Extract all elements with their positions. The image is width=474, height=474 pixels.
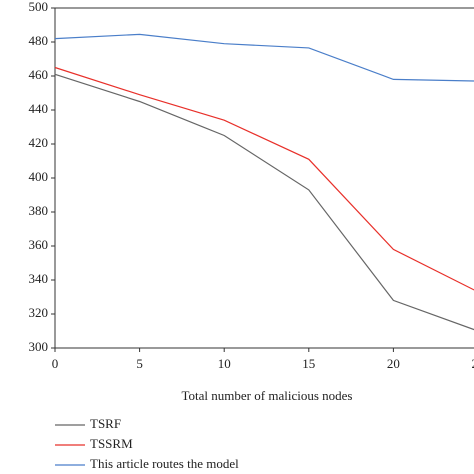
y-tick-label: 320 xyxy=(29,305,49,320)
y-tick-label: 340 xyxy=(29,271,49,286)
x-axis-label: Total number of malicious nodes xyxy=(182,388,353,403)
plot-frame xyxy=(54,7,474,349)
x-tick-label: 20 xyxy=(387,356,400,371)
y-tick-label: 420 xyxy=(29,135,49,150)
x-tick-label: 5 xyxy=(136,356,143,371)
legend-label: This article routes the model xyxy=(90,456,239,471)
y-tick-label: 360 xyxy=(29,237,49,252)
y-tick-label: 500 xyxy=(29,0,49,14)
legend-label: TSRF xyxy=(90,416,121,431)
y-tick-label: 300 xyxy=(29,339,49,354)
y-tick-label: 480 xyxy=(29,33,49,48)
series-line xyxy=(54,66,474,291)
legend-label: TSSRM xyxy=(90,436,133,451)
series-line xyxy=(54,73,474,331)
y-tick-label: 440 xyxy=(29,101,49,116)
y-tick-label: 460 xyxy=(29,67,49,82)
y-tick-label: 400 xyxy=(29,169,49,184)
series-line xyxy=(54,33,474,82)
y-tick-label: 380 xyxy=(29,203,49,218)
x-tick-label: 10 xyxy=(218,356,231,371)
x-tick-label: 15 xyxy=(302,356,315,371)
x-tick-label: 0 xyxy=(52,356,59,371)
x-tick-label: 25 xyxy=(472,356,474,371)
